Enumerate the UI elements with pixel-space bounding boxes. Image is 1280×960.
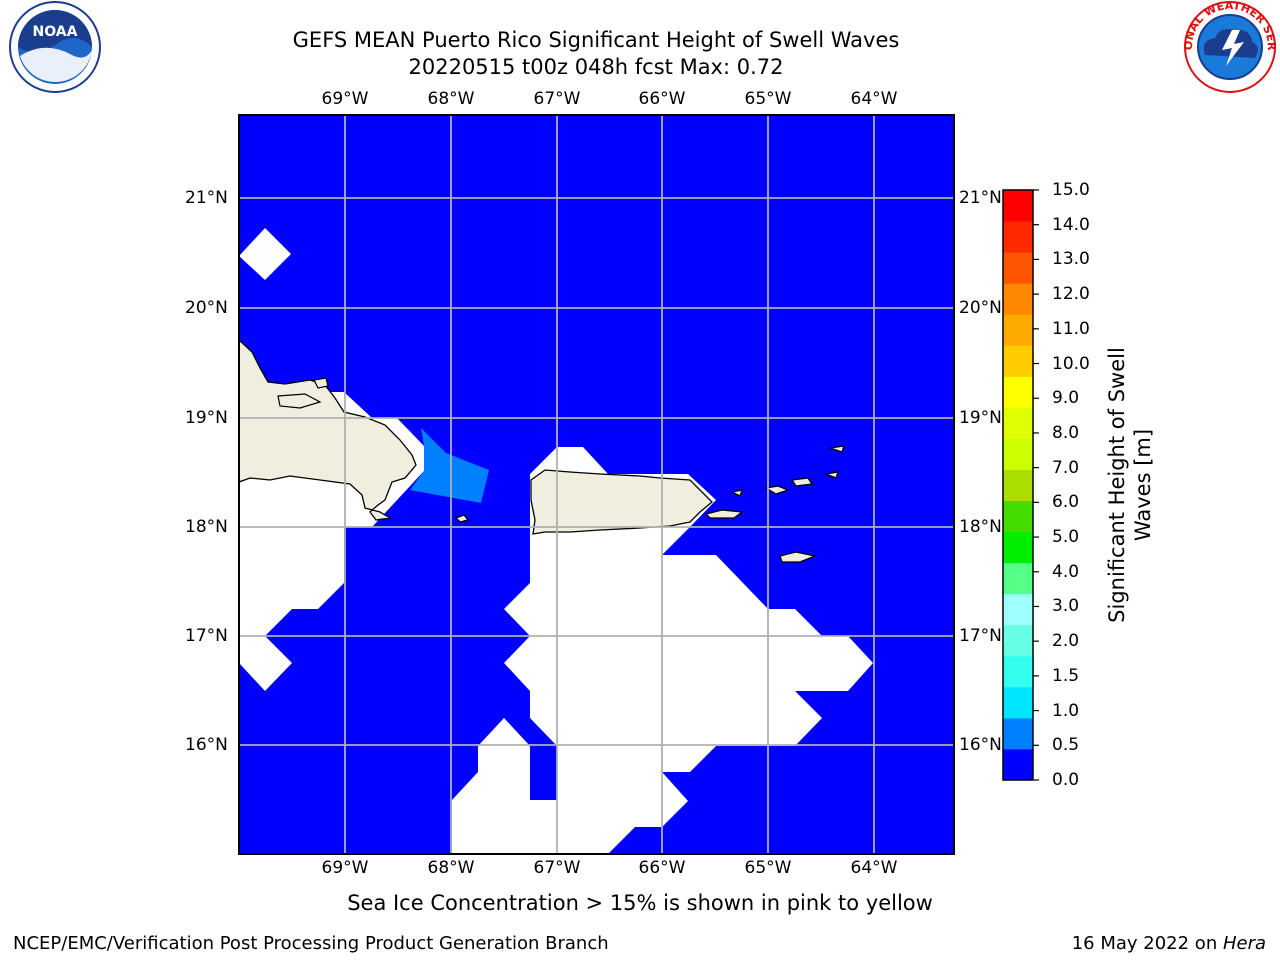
colorbar-segment <box>1003 686 1033 719</box>
lat-label-right: 19°N <box>959 408 1002 428</box>
vieques <box>704 509 744 519</box>
colorbar-tick-label: 7.0 <box>1052 457 1080 478</box>
colorbar-tick-label: 0.5 <box>1052 735 1080 756</box>
lon-label-bottom: 64°W <box>850 858 898 878</box>
virgin-island-4 <box>730 489 743 497</box>
lat-label-left: 20°N <box>185 298 228 318</box>
colorbar <box>1002 189 1039 781</box>
colorbar-segment <box>1003 717 1033 750</box>
map-frame <box>238 114 955 855</box>
lon-label-top: 69°W <box>321 89 369 109</box>
footer-branch: NCEP/EMC/Verification Post Processing Pr… <box>13 933 609 954</box>
lat-label-right: 18°N <box>959 517 1002 537</box>
lon-label-top: 65°W <box>744 89 792 109</box>
colorbar-segment <box>1003 438 1033 470</box>
lon-label-bottom: 67°W <box>533 858 581 878</box>
lon-label-bottom: 69°W <box>321 858 369 878</box>
colorbar-frame <box>1002 189 1034 781</box>
colorbar-tick-label: 9.0 <box>1052 388 1080 409</box>
lat-label-left: 18°N <box>185 517 228 537</box>
colorbar-tick-label: 11.0 <box>1052 318 1090 339</box>
footer-date: 16 May 2022 on Hera <box>1072 933 1266 954</box>
colorbar-segment <box>1003 407 1033 439</box>
colorbar-tick-label: 3.0 <box>1052 596 1080 617</box>
colorbar-segment <box>1003 500 1033 533</box>
virgin-island-1 <box>764 485 790 495</box>
lon-label-top: 67°W <box>533 89 581 109</box>
colorbar-tick-label: 5.0 <box>1052 527 1080 548</box>
lat-label-right: 20°N <box>959 298 1002 318</box>
colorbar-segment <box>1003 655 1033 688</box>
colorbar-tick-label: 14.0 <box>1052 214 1090 235</box>
sea-ice-caption: Sea Ice Concentration > 15% is shown in … <box>347 891 933 915</box>
colorbar-segment <box>1003 314 1033 346</box>
colorbar-tick-label: 1.0 <box>1052 700 1080 721</box>
lat-label-right: 21°N <box>959 188 1002 208</box>
colorbar-segment <box>1003 748 1033 781</box>
colorbar-tick-label: 15.0 <box>1052 180 1090 200</box>
colorbar-segment <box>1003 562 1033 595</box>
virgin-island-5 <box>823 471 839 479</box>
lon-label-bottom: 65°W <box>744 858 792 878</box>
colorbar-segment <box>1003 624 1033 657</box>
colorbar-tick-label: 0.0 <box>1052 770 1080 790</box>
colorbar-tick-label: 13.0 <box>1052 249 1090 270</box>
nws-logo-text: NATIONAL WEATHER SERVICE <box>0 0 1278 51</box>
colorbar-tick-label: 12.0 <box>1052 284 1090 305</box>
puerto-rico <box>530 469 713 535</box>
map-subtitle: 20220515 t00z 048h fcst Max: 0.72 <box>408 55 784 79</box>
virgin-island-3 <box>829 445 845 453</box>
colorbar-tick-label: 2.0 <box>1052 631 1080 652</box>
colorbar-segment <box>1003 376 1033 408</box>
colorbar-label-line1: Significant Height of Swell <box>1105 347 1129 623</box>
mona <box>454 514 470 523</box>
colorbar-segment <box>1003 469 1033 502</box>
lat-label-left: 21°N <box>185 188 228 208</box>
lat-label-left: 19°N <box>185 408 228 428</box>
colorbar-segment <box>1003 345 1033 377</box>
colorbar-segment <box>1003 221 1033 253</box>
colorbar-segment <box>1003 190 1033 222</box>
lon-label-bottom: 66°W <box>638 858 686 878</box>
colorbar-segment <box>1003 531 1033 564</box>
colorbar-segment <box>1003 283 1033 315</box>
lat-label-left: 17°N <box>185 626 228 646</box>
coastline-details <box>277 377 329 409</box>
footer-host: Hera <box>1222 933 1266 954</box>
map-title: GEFS MEAN Puerto Rico Significant Height… <box>292 28 900 52</box>
colorbar-segment <box>1003 593 1033 626</box>
svg-text:NATIONAL WEATHER SERVICE: NATIONAL WEATHER SERVICE <box>0 0 1278 51</box>
footer-date-text: 16 May 2022 on <box>1071 933 1223 954</box>
colorbar-tick-label: 6.0 <box>1052 492 1080 513</box>
hispaniola <box>239 339 417 521</box>
lat-label-left: 16°N <box>185 735 228 755</box>
nws-logo: NATIONAL WEATHER SERVICE <box>0 0 1278 93</box>
land <box>239 339 845 563</box>
map-area <box>239 115 954 854</box>
colorbar-tick-label: 4.0 <box>1052 561 1080 582</box>
lat-label-right: 16°N <box>959 735 1002 755</box>
lon-label-top: 64°W <box>850 89 898 109</box>
colorbar-label: Significant Height of Swell Waves [m] <box>1104 325 1156 645</box>
colorbar-tick-label: 8.0 <box>1052 422 1080 443</box>
colorbar-label-line2: Waves [m] <box>1131 428 1155 542</box>
colorbar-tick-label: 1.5 <box>1052 665 1080 686</box>
lon-label-top: 66°W <box>638 89 686 109</box>
noaa-logo: NOAA <box>9 1 101 93</box>
noaa-logo-text: NOAA <box>33 24 78 40</box>
graticule <box>239 115 954 854</box>
colorbar-segment <box>1003 252 1033 284</box>
swell-band-0-5m <box>410 428 489 503</box>
lon-label-bottom: 68°W <box>427 858 475 878</box>
colorbar-tick-label: 10.0 <box>1052 353 1090 374</box>
lat-label-right: 17°N <box>959 626 1002 646</box>
st-croix <box>779 551 818 563</box>
lon-label-top: 68°W <box>427 89 475 109</box>
virgin-island-2 <box>790 477 814 487</box>
